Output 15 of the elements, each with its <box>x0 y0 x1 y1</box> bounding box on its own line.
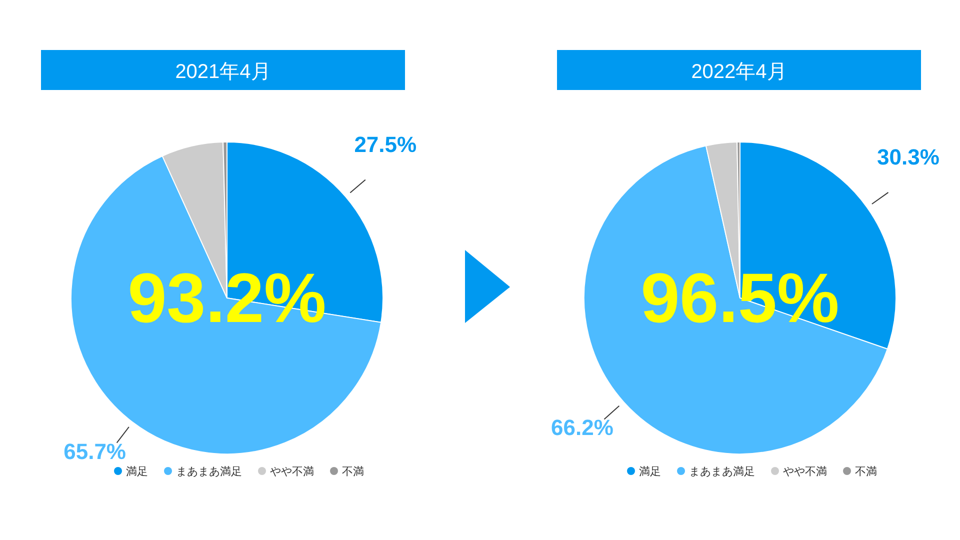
legend-label: 満足 <box>639 465 661 478</box>
text: 93.2% <box>128 259 326 337</box>
data-label: 65.7% <box>64 438 126 464</box>
data-label: 66.2% <box>551 415 614 440</box>
legend-label: やや不満 <box>783 465 827 478</box>
legend-label: まあまあ満足 <box>689 465 755 478</box>
legend-label: 不満 <box>855 465 877 478</box>
data-label: 30.3% <box>877 144 940 170</box>
legend-label: 不満 <box>342 465 364 478</box>
data-label: 27.5% <box>354 132 417 157</box>
legend-label: やや不満 <box>270 465 314 478</box>
chart-title: 2022年4月 <box>691 61 787 83</box>
legend-label: 満足 <box>126 465 148 478</box>
legend-label: まあまあ満足 <box>176 465 242 478</box>
chart-title: 2021年4月 <box>175 61 271 83</box>
